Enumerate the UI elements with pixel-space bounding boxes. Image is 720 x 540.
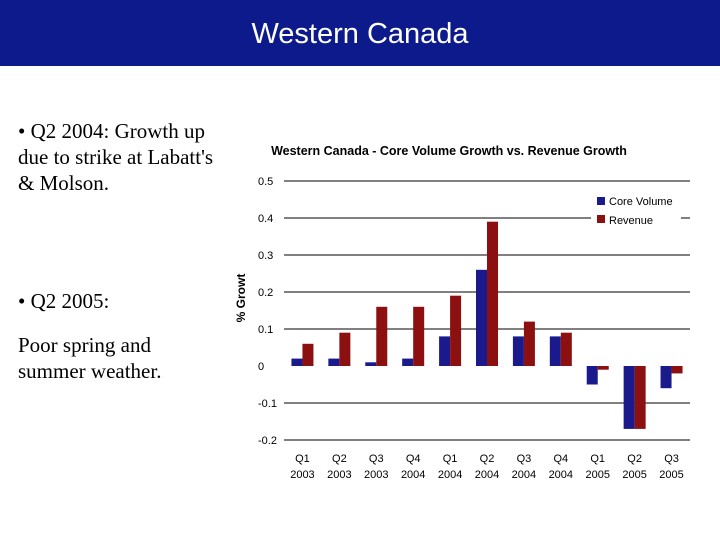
title-bar: Western Canada (0, 0, 720, 66)
x-tick-quarter: Q4 (406, 453, 421, 465)
x-tick-quarter: Q1 (590, 453, 605, 465)
bar-core-volume (476, 269, 487, 366)
bars (291, 221, 683, 429)
x-tick-quarter: Q1 (443, 453, 458, 465)
x-tick-quarter: Q4 (553, 453, 568, 465)
x-tick-year: 2005 (622, 469, 646, 481)
bar-revenue (597, 366, 609, 370)
x-tick-year: 2005 (659, 469, 683, 481)
bullet-q2-2004: • Q2 2004: Growth up due to strike at La… (18, 119, 214, 195)
bar-revenue (413, 306, 425, 366)
legend-label-revenue: Revenue (609, 215, 653, 227)
axis-ticks: -0.2 -0.1 0 0.1 0.2 0.3 0.4 0.5 Q1 2003 Q2 2003 Q3 20… (258, 176, 684, 481)
y-tick-label: 0.5 (258, 176, 273, 188)
bar-revenue (487, 221, 498, 366)
bar-revenue (376, 306, 388, 366)
x-tick-year: 2003 (290, 469, 314, 481)
y-tick-label: 0.2 (258, 287, 273, 299)
x-tick-year: 2004 (475, 469, 499, 481)
bullet-q2-2005-detail: Poor spring and summer weather. (18, 333, 162, 383)
bar-core-volume (402, 358, 414, 366)
bar-revenue (523, 321, 535, 366)
legend-swatch-core-volume (597, 197, 605, 205)
bar-revenue (302, 343, 314, 366)
x-tick-quarter: Q3 (369, 453, 384, 465)
slide-title: Western Canada (251, 18, 469, 50)
bar-core-volume (623, 366, 635, 429)
x-tick-year: 2004 (512, 469, 536, 481)
bar-revenue (339, 332, 351, 366)
x-tick-quarter: Q1 (295, 453, 310, 465)
x-tick-year: 2004 (438, 469, 462, 481)
y-tick-label: 0 (258, 361, 264, 373)
bullet-q2-2005: • Q2 2005: (18, 289, 110, 313)
x-tick-quarter: Q3 (517, 453, 532, 465)
y-axis-label: % Growt (234, 274, 248, 323)
x-tick-year: 2003 (364, 469, 388, 481)
bar-core-volume (365, 362, 377, 366)
bar-core-volume (586, 366, 598, 385)
legend-swatch-revenue (597, 215, 605, 223)
x-tick-year: 2003 (327, 469, 351, 481)
x-tick-quarter: Q3 (664, 453, 679, 465)
chart-title: Western Canada - Core Volume Growth vs. … (271, 144, 627, 158)
x-tick-year: 2004 (549, 469, 573, 481)
legend-label-core-volume: Core Volume (609, 196, 673, 208)
bar-revenue (671, 366, 683, 374)
x-tick-quarter: Q2 (627, 453, 642, 465)
x-tick-quarter: Q2 (480, 453, 495, 465)
y-tick-label: -0.2 (258, 435, 277, 447)
bar-core-volume (512, 336, 524, 366)
bar-core-volume (439, 336, 451, 366)
legend: Core Volume Revenue (591, 191, 681, 230)
bar-core-volume (328, 358, 340, 366)
bar-core-volume (291, 358, 303, 366)
bar-core-volume (549, 336, 561, 366)
x-tick-year: 2004 (401, 469, 425, 481)
bar-revenue (560, 332, 572, 366)
y-tick-label: 0.1 (258, 324, 273, 336)
bar-revenue (450, 295, 462, 366)
bar-revenue (634, 366, 646, 429)
y-tick-label: -0.1 (258, 398, 277, 410)
y-tick-label: 0.4 (258, 213, 273, 225)
x-tick-year: 2005 (585, 469, 609, 481)
y-tick-label: 0.3 (258, 250, 273, 262)
bar-core-volume (660, 366, 672, 389)
x-tick-quarter: Q2 (332, 453, 347, 465)
